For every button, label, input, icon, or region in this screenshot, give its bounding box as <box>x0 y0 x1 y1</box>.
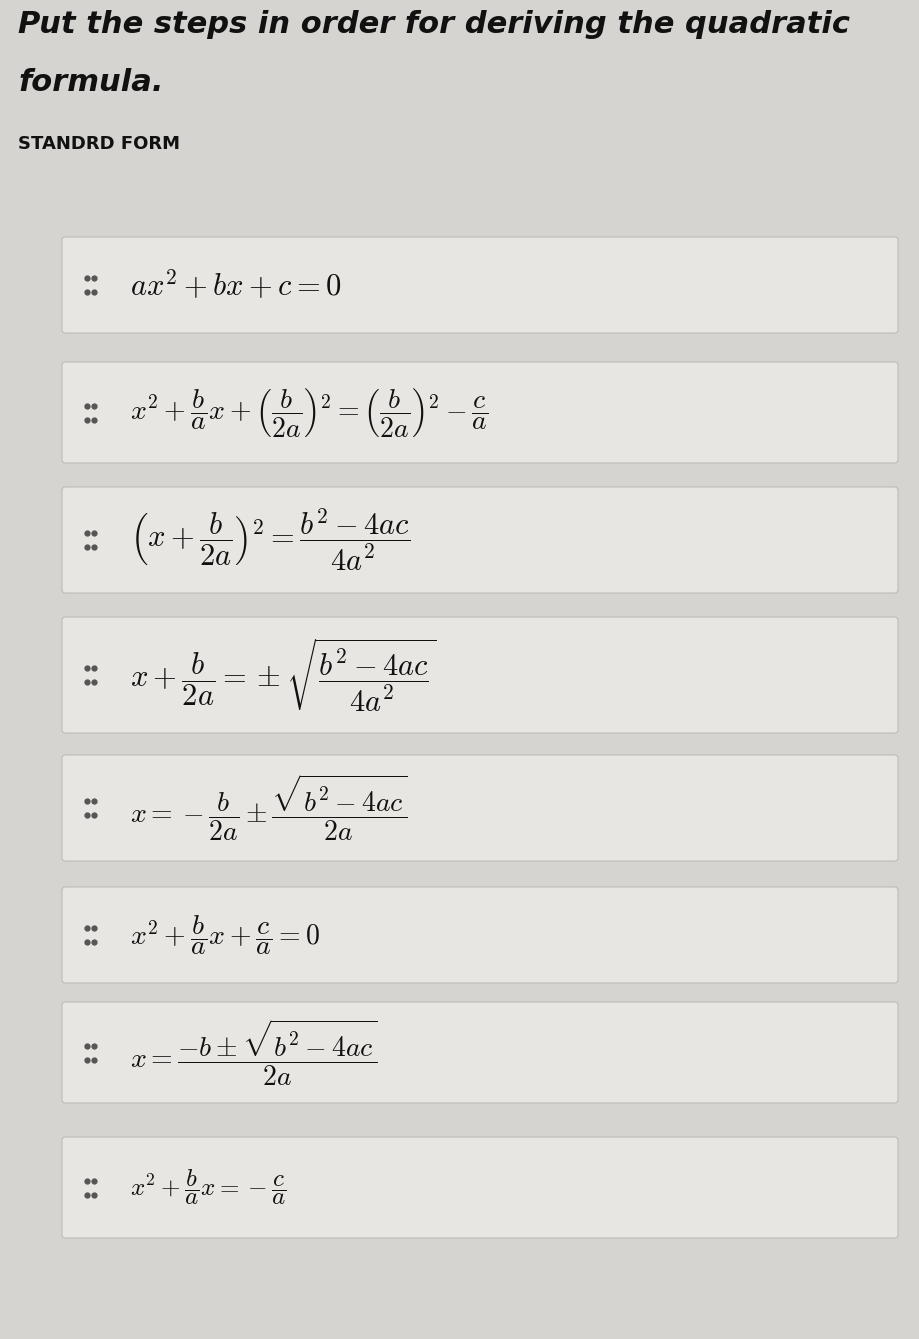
Text: Put the steps in order for deriving the quadratic: Put the steps in order for deriving the … <box>18 9 849 39</box>
FancyBboxPatch shape <box>62 1002 897 1103</box>
FancyBboxPatch shape <box>62 237 897 333</box>
FancyBboxPatch shape <box>62 755 897 861</box>
FancyBboxPatch shape <box>62 617 897 732</box>
Text: $x^2 + \dfrac{b}{a}x = -\dfrac{c}{a}$: $x^2 + \dfrac{b}{a}x = -\dfrac{c}{a}$ <box>130 1168 286 1208</box>
Text: $\left(x + \dfrac{b}{2a}\right)^2 = \dfrac{b^2 - 4ac}{4a^2}$: $\left(x + \dfrac{b}{2a}\right)^2 = \dfr… <box>130 506 410 573</box>
FancyBboxPatch shape <box>62 362 897 463</box>
Text: formula.: formula. <box>18 68 164 96</box>
FancyBboxPatch shape <box>62 1137 897 1239</box>
Text: $ax^2 + bx + c = 0$: $ax^2 + bx + c = 0$ <box>130 268 341 301</box>
FancyBboxPatch shape <box>62 886 897 983</box>
Text: $x = -\dfrac{b}{2a} \pm \dfrac{\sqrt{b^2 - 4ac}}{2a}$: $x = -\dfrac{b}{2a} \pm \dfrac{\sqrt{b^2… <box>130 773 407 844</box>
Text: $x^2 + \dfrac{b}{a}x + \left(\dfrac{b}{2a}\right)^2 = \left(\dfrac{b}{2a}\right): $x^2 + \dfrac{b}{a}x + \left(\dfrac{b}{2… <box>130 386 488 439</box>
Text: $x + \dfrac{b}{2a} = \pm\sqrt{\dfrac{b^2 - 4ac}{4a^2}}$: $x + \dfrac{b}{2a} = \pm\sqrt{\dfrac{b^2… <box>130 636 437 714</box>
Text: $x = \dfrac{-b \pm \sqrt{b^2 - 4ac}}{2a}$: $x = \dfrac{-b \pm \sqrt{b^2 - 4ac}}{2a}… <box>130 1018 377 1087</box>
FancyBboxPatch shape <box>62 487 897 593</box>
Text: $x^2 + \dfrac{b}{a}x + \dfrac{c}{a} = 0$: $x^2 + \dfrac{b}{a}x + \dfrac{c}{a} = 0$ <box>130 913 320 957</box>
Text: STANDRD FORM: STANDRD FORM <box>18 135 180 153</box>
